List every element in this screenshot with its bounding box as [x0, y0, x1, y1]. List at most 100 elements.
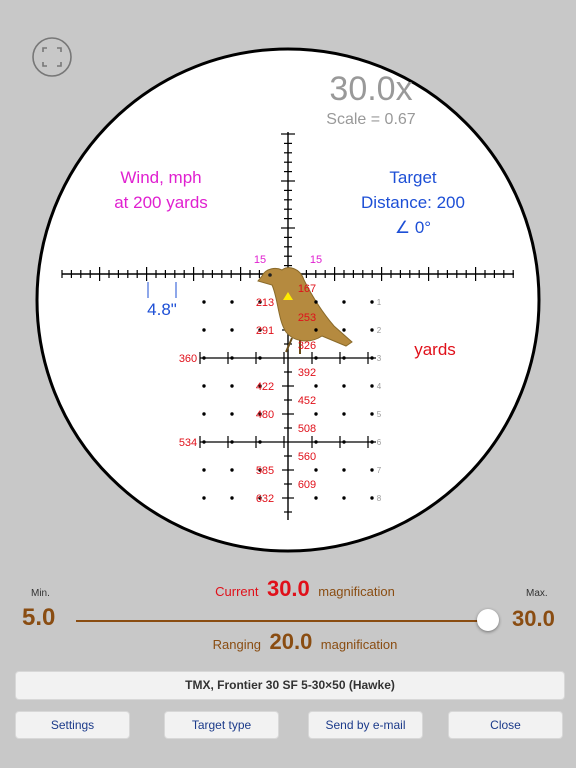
- holdover-dot: [230, 300, 234, 304]
- current-value: 30.0: [266, 576, 310, 601]
- scale-value: Scale = 0.67: [326, 111, 416, 128]
- holdover-dot: [342, 384, 346, 388]
- settings-button[interactable]: Settings: [15, 711, 130, 739]
- distance-label: 534: [179, 437, 197, 449]
- distance-label: 560: [298, 451, 316, 463]
- holdover-dot: [230, 496, 234, 500]
- ranging-value: 20.0: [269, 629, 313, 654]
- holdover-dot: [370, 300, 374, 304]
- holdover-dot: [202, 328, 206, 332]
- holdover-dot: [342, 468, 346, 472]
- holdover-dot: [314, 468, 318, 472]
- holdover-dot: [342, 440, 346, 444]
- top-mark-right: 15: [310, 254, 322, 266]
- holdover-dot: [230, 328, 234, 332]
- holdover-dot: [370, 356, 374, 360]
- current-row: Current 30.0 magnification: [0, 576, 576, 602]
- holdover-dot: [202, 496, 206, 500]
- target-distance: Distance: 200: [361, 193, 465, 212]
- row-number: 8: [377, 494, 382, 503]
- min-label: Min.: [31, 588, 50, 599]
- zoom-value: 30.0x: [329, 70, 412, 108]
- magnification-slider-thumb[interactable]: [477, 609, 499, 631]
- holdover-dot: [202, 412, 206, 416]
- min-value: 5.0: [22, 604, 56, 631]
- holdover-dot: [202, 300, 206, 304]
- distance-label: 585: [256, 465, 274, 477]
- holdover-dot: [342, 412, 346, 416]
- holdover-dot: [258, 496, 262, 500]
- holdover-dot: [314, 328, 318, 332]
- holdover-dot: [342, 496, 346, 500]
- holdover-dot: [342, 356, 346, 360]
- holdover-dot: [314, 496, 318, 500]
- distance-label: 632: [256, 493, 274, 505]
- holdover-dot: [258, 412, 262, 416]
- row-number: 5: [377, 410, 382, 419]
- top-mark-left: 15: [254, 254, 266, 266]
- row-number: 3: [377, 354, 382, 363]
- holdover-dot: [230, 440, 234, 444]
- scope-model-button[interactable]: TMX, Frontier 30 SF 5-30×50 (Hawke): [15, 671, 565, 700]
- holdover-dot: [370, 468, 374, 472]
- max-value: 30.0: [512, 606, 555, 631]
- distance-label: 609: [298, 479, 316, 491]
- holdover-dot: [370, 328, 374, 332]
- holdover-dot: [230, 384, 234, 388]
- holdover-dot: [202, 468, 206, 472]
- crosshair-ticks: [61, 133, 514, 513]
- distance-label: 360: [179, 353, 197, 365]
- wind-label: Wind, mph: [120, 168, 201, 187]
- holdover-dot: [370, 412, 374, 416]
- holdover-dot: [258, 300, 262, 304]
- holdover-dot: [258, 328, 262, 332]
- ranging-label: Ranging: [212, 637, 262, 652]
- distance-label: 508: [298, 423, 316, 435]
- fullscreen-icon[interactable]: [32, 37, 72, 77]
- holdover-dot: [258, 356, 262, 360]
- holdover-dots: [202, 300, 374, 500]
- max-label: Max.: [526, 588, 548, 599]
- row-number: 2: [377, 326, 382, 335]
- holdover-dot: [314, 300, 318, 304]
- distance-label: 291: [256, 325, 274, 337]
- measure-value: 4.8": [147, 300, 177, 319]
- holdover-dot: [230, 356, 234, 360]
- close-button[interactable]: Close: [448, 711, 563, 739]
- holdover-dot: [258, 468, 262, 472]
- row-number: 1: [377, 298, 382, 307]
- holdover-dot: [314, 356, 318, 360]
- holdover-dot: [202, 384, 206, 388]
- holdover-dot: [342, 300, 346, 304]
- distance-label: 253: [298, 312, 316, 324]
- distance-label: 480: [256, 409, 274, 421]
- ranging-unit: magnification: [320, 637, 398, 652]
- row-number: 6: [377, 438, 382, 447]
- holdover-dot: [342, 328, 346, 332]
- scope-view: 30.0x Scale = 0.67 Wind, mph at 200 yard…: [32, 37, 541, 553]
- distance-label: 422: [256, 381, 274, 393]
- distance-label: 452: [298, 395, 316, 407]
- holdover-dot: [258, 384, 262, 388]
- units-label: yards: [414, 340, 456, 359]
- holdover-dot: [370, 384, 374, 388]
- holdover-dot: [258, 440, 262, 444]
- holdover-dot: [202, 356, 206, 360]
- target-label: Target: [389, 168, 437, 187]
- aim-point: [283, 292, 293, 300]
- current-unit: magnification: [318, 584, 395, 599]
- holdover-dot: [314, 384, 318, 388]
- distance-label: 326: [298, 340, 316, 352]
- target-angle: ∠ 0°: [395, 218, 431, 237]
- row-number: 4: [377, 382, 382, 391]
- holdover-dot: [314, 440, 318, 444]
- holdover-dot: [370, 496, 374, 500]
- row-number: 7: [377, 466, 382, 475]
- wind-distance: at 200 yards: [114, 193, 208, 212]
- target-type-button[interactable]: Target type: [164, 711, 279, 739]
- measure-bracket: [147, 282, 177, 298]
- distance-label: 392: [298, 367, 316, 379]
- holdover-dot: [230, 468, 234, 472]
- send-email-button[interactable]: Send by e-mail: [308, 711, 423, 739]
- magnification-slider[interactable]: [76, 620, 488, 622]
